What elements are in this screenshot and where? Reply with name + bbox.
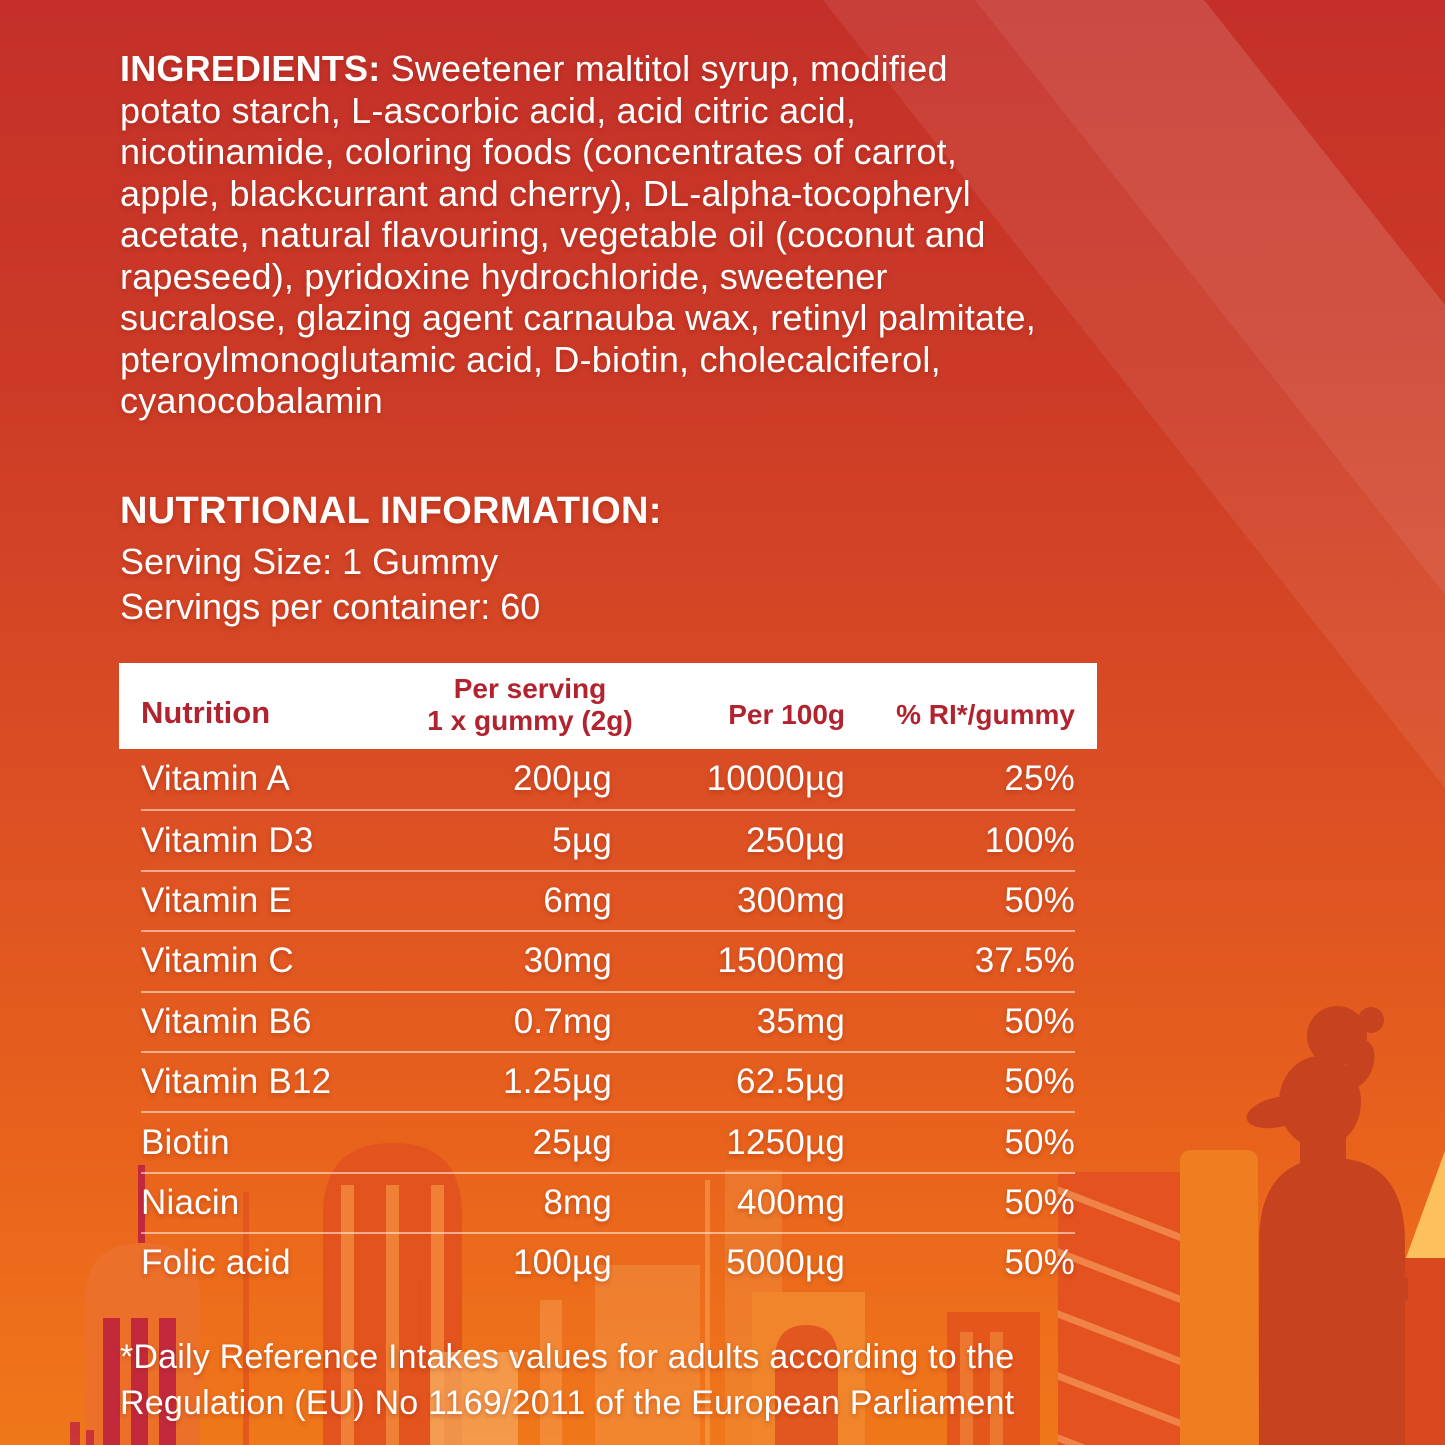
table-cell-per-100g: 10000µg [706, 759, 845, 799]
building-silhouette [947, 1312, 1040, 1445]
crimson-building-silhouette [70, 1165, 200, 1445]
nutrition-table-header: Nutrition Per serving 1 x gummy (2g) Per… [119, 663, 1097, 749]
footnote-line1: *Daily Reference Intakes values for adul… [120, 1338, 1015, 1376]
table-cell-per-serving: 100µg [512, 1243, 612, 1283]
ingredients-title: INGREDIENTS: [120, 48, 381, 89]
table-cell-per-serving: 1.25µg [503, 1062, 612, 1102]
building-silhouette [1402, 1258, 1445, 1445]
ingredients-section: INGREDIENTS: Sweetener maltitol syrup, m… [120, 48, 1036, 422]
table-cell-per-serving: 200µg [512, 759, 612, 799]
arched-building-silhouette [752, 1292, 865, 1445]
serving-size-text: Serving Size: 1 Gummy [120, 541, 499, 582]
table-row: Niacin 8mg 400mg 50% [141, 1171, 1075, 1232]
table-row: Biotin 25µg 1250µg 50% [141, 1111, 1075, 1171]
building-silhouette [540, 1300, 562, 1445]
table-cell-name: Vitamin C [141, 941, 294, 981]
header-per-100g: Per 100g [728, 699, 845, 730]
table-cell-ri: 50% [1004, 1062, 1075, 1102]
table-cell-ri: 50% [1004, 1243, 1075, 1283]
table-cell-name: Vitamin E [141, 880, 292, 920]
table-cell-per-serving: 25µg [532, 1122, 612, 1162]
nutrition-table-body: Vitamin A 200µg 10000µg 25% Vitamin D3 5µg 250… [119, 749, 1097, 1293]
table-cell-per-100g: 62.5µg [736, 1062, 845, 1102]
scaffold-silhouette [1265, 1278, 1408, 1445]
table-cell-per-100g: 300mg [736, 880, 845, 920]
nutritional-information-title: NUTRTIONAL INFORMATION: [120, 490, 662, 532]
building-silhouette [1180, 1150, 1258, 1445]
building-silhouette [430, 1352, 518, 1445]
header-nutrition: Nutrition [141, 695, 271, 730]
table-row: Vitamin B12 1.25µg 62.5µg 50% [141, 1050, 1075, 1111]
footnote-line2: Regulation (EU) No 1169/2011 of the Euro… [120, 1384, 1015, 1422]
footnote: *Daily Reference Intakes values for adul… [120, 1334, 1130, 1426]
antenna-silhouette [243, 1192, 249, 1445]
table-cell-ri: 100% [984, 820, 1075, 860]
table-cell-name: Vitamin B12 [141, 1062, 332, 1102]
antenna-silhouette [418, 1280, 423, 1355]
table-row: Vitamin E 6mg 300mg 50% [141, 869, 1075, 930]
striped-building-silhouette [1058, 1172, 1180, 1445]
ingredients-text: Sweetener maltitol syrup, modified potat… [120, 48, 1036, 421]
table-cell-name: Folic acid [141, 1243, 291, 1283]
header-per-serving-line1: Per serving [453, 673, 607, 704]
building-silhouette [595, 1265, 700, 1445]
table-cell-ri: 50% [1004, 1122, 1075, 1162]
table-row: Vitamin B6 0.7mg 35mg 50% [141, 990, 1075, 1051]
table-cell-per-serving: 30mg [523, 941, 612, 981]
header-per-serving-line2: 1 x gummy (2g) [427, 705, 633, 736]
table-cell-per-serving: 8mg [543, 1182, 612, 1222]
table-cell-per-100g: 5000µg [726, 1243, 845, 1283]
table-row: Vitamin D3 5µg 250µg 100% [141, 809, 1075, 869]
nutrition-table: Nutrition Per serving 1 x gummy (2g) Per… [119, 663, 1097, 1293]
table-cell-name: Niacin [141, 1182, 240, 1222]
dome-building-silhouette [323, 1143, 462, 1445]
table-cell-ri: 37.5% [974, 941, 1075, 981]
table-row: Folic acid 100µg 5000µg 50% [141, 1232, 1075, 1292]
table-cell-ri: 25% [1004, 759, 1075, 799]
table-cell-per-100g: 400mg [736, 1182, 845, 1222]
antenna-silhouette [705, 1180, 710, 1445]
header-ri-per-gummy: % RI*/gummy [896, 699, 1075, 730]
servings-per-container-text: Servings per container: 60 [120, 586, 541, 627]
table-row: Vitamin A 200µg 10000µg 25% [141, 749, 1075, 809]
bear-statue-silhouette [1246, 1006, 1405, 1445]
table-cell-per-100g: 1500mg [717, 941, 845, 981]
table-cell-per-serving: 0.7mg [513, 1001, 612, 1041]
header-per-serving: Per serving 1 x gummy (2g) [380, 673, 680, 737]
table-cell-name: Vitamin D3 [141, 820, 314, 860]
nutritional-information-section: NUTRTIONAL INFORMATION: Serving Size: 1 … [120, 490, 1020, 629]
table-row: Vitamin C 30mg 1500mg 37.5% [141, 930, 1075, 990]
light-streak-band-bright [975, 0, 1445, 595]
table-cell-per-100g: 250µg [745, 820, 845, 860]
table-cell-ri: 50% [1004, 1001, 1075, 1041]
table-cell-per-100g: 35mg [756, 1001, 845, 1041]
table-cell-per-serving: 5µg [552, 820, 612, 860]
table-cell-name: Biotin [141, 1122, 230, 1162]
table-cell-ri: 50% [1004, 1182, 1075, 1222]
table-cell-name: Vitamin A [141, 759, 291, 799]
table-cell-per-100g: 1250µg [726, 1122, 845, 1162]
light-streak-band [823, 0, 1445, 788]
table-cell-ri: 50% [1004, 880, 1075, 920]
table-cell-name: Vitamin B6 [141, 1001, 312, 1041]
table-cell-per-serving: 6mg [543, 880, 612, 920]
